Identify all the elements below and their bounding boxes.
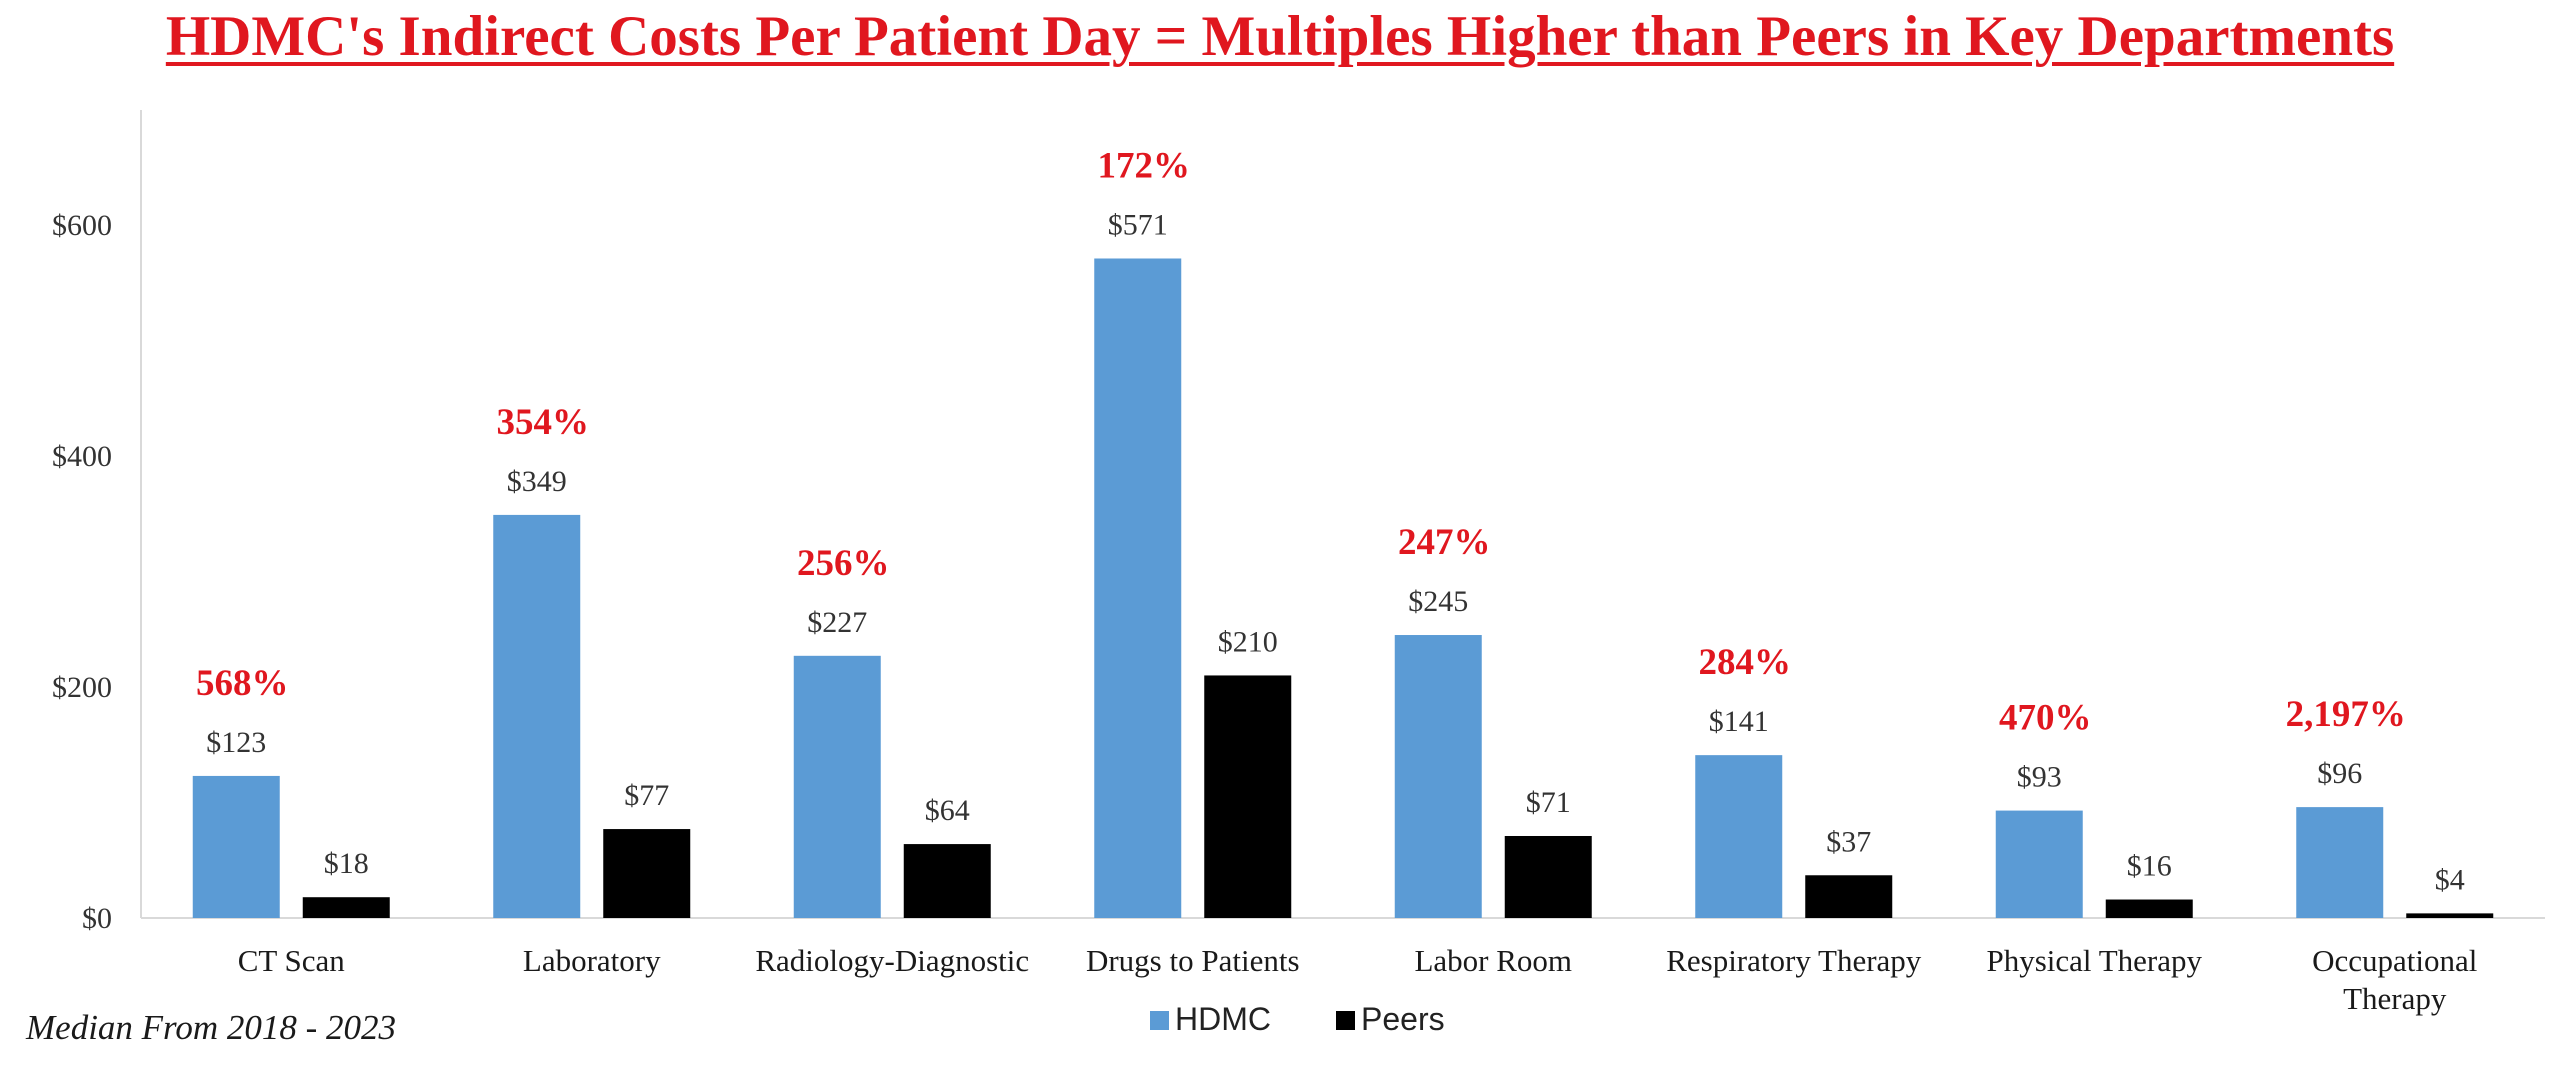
data-label-hdmc: $227 — [807, 606, 867, 639]
percent-annotation: 172% — [1098, 145, 1191, 186]
category-label: Radiology-Diagnostic — [755, 943, 1029, 978]
data-label-hdmc: $123 — [206, 726, 266, 759]
y-tick-label: $200 — [52, 671, 112, 704]
category-label: Respiratory Therapy — [1666, 943, 1922, 978]
data-label-hdmc: $93 — [2017, 761, 2062, 794]
footnote: Median From 2018 - 2023 — [26, 1008, 397, 1047]
bar-hdmc — [1695, 755, 1783, 918]
bar-hdmc — [1995, 810, 2083, 918]
category-label: CT Scan — [238, 943, 346, 978]
data-label-peers: $18 — [324, 847, 369, 880]
percent-annotation: 256% — [797, 543, 890, 584]
data-label-peers: $210 — [1218, 625, 1278, 658]
legend-swatch-peers — [1336, 1011, 1355, 1030]
data-label-peers: $64 — [925, 794, 970, 827]
legend-label-peers: Peers — [1361, 1001, 1445, 1037]
category-label: Labor Room — [1414, 943, 1572, 978]
percent-annotation: 568% — [196, 663, 289, 704]
y-tick-label: $400 — [52, 440, 112, 473]
bar-hdmc — [793, 655, 881, 918]
y-tick-label: $0 — [82, 902, 112, 935]
percent-annotation: 470% — [1999, 698, 2092, 739]
category-label: Occupational — [2312, 943, 2477, 978]
data-label-hdmc: $349 — [507, 465, 567, 498]
chart-title: HDMC's Indirect Costs Per Patient Day = … — [165, 5, 2395, 68]
bar-peers — [1504, 835, 1592, 918]
bar-hdmc — [192, 775, 280, 918]
bar-peers — [1805, 875, 1893, 918]
bar-hdmc — [1394, 635, 1482, 918]
percent-annotation: 247% — [1398, 522, 1491, 563]
data-label-peers: $37 — [1826, 825, 1871, 858]
data-label-peers: $4 — [2435, 863, 2465, 896]
bar-hdmc — [493, 514, 581, 918]
category-label: Laboratory — [523, 943, 661, 978]
bar-peers — [2105, 899, 2193, 918]
category-label: Physical Therapy — [1986, 943, 2202, 978]
data-label-hdmc: $245 — [1408, 585, 1468, 618]
data-label-hdmc: $141 — [1709, 705, 1769, 738]
category-label: Drugs to Patients — [1086, 943, 1300, 978]
data-label-peers: $77 — [624, 779, 669, 812]
bar-hdmc — [2296, 807, 2384, 918]
bar-hdmc — [1094, 258, 1182, 918]
data-label-peers: $16 — [2127, 850, 2172, 883]
y-tick-label: $600 — [52, 209, 112, 242]
bar-peers — [603, 829, 691, 918]
legend-label-hdmc: HDMC — [1175, 1001, 1271, 1037]
data-label-peers: $71 — [1526, 786, 1571, 819]
bar-peers — [2406, 913, 2494, 918]
bar-peers — [302, 897, 390, 918]
data-label-hdmc: $96 — [2317, 757, 2362, 790]
percent-annotation: 354% — [497, 402, 590, 443]
category-label: Therapy — [2343, 981, 2447, 1016]
bar-peers — [1204, 675, 1292, 918]
percent-annotation: 284% — [1699, 642, 1792, 683]
percent-annotation: 2,197% — [2286, 694, 2406, 735]
bar-peers — [903, 844, 991, 918]
legend-swatch-hdmc — [1150, 1011, 1169, 1030]
data-label-hdmc: $571 — [1108, 208, 1168, 241]
